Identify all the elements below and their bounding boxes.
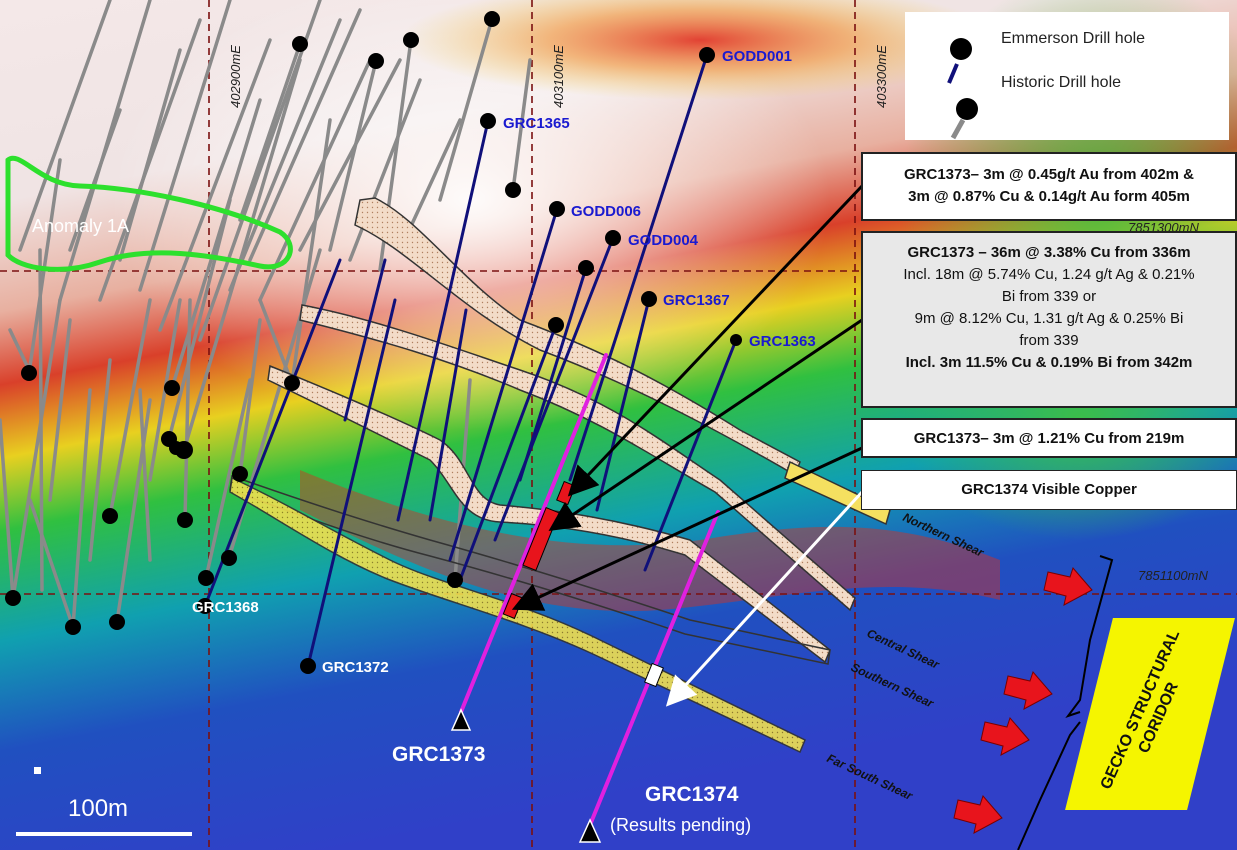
scale-dot [34, 767, 41, 774]
label-results-pending: (Results pending) [610, 815, 752, 835]
callout1-line2: 3m @ 0.87% Cu & 0.14g/t Au form 405m [908, 188, 1190, 205]
corridor-arrows [953, 567, 1093, 834]
callout-grc1374-visible-copper: GRC1374 Visible Copper [861, 470, 1237, 510]
drill-collars [5, 11, 742, 674]
callout-grc1373-219m: GRC1373– 3m @ 1.21% Cu from 219m [861, 418, 1237, 458]
label-grc1363: GRC1363 [749, 333, 816, 350]
southern-shear-band [229, 474, 831, 665]
emmerson-drill-traces [203, 53, 738, 668]
callout2-line2: Incl. 18m @ 5.74% Cu, 1.24 g/t Ag & 0.21… [903, 266, 1195, 283]
corridor-bracket-lower [1017, 721, 1081, 850]
label-godd001: GODD001 [722, 48, 792, 65]
legend-emmerson-label: Emmerson Drill hole [1001, 30, 1146, 47]
callout2-line5: from 339 [1019, 332, 1079, 349]
callout-grc1373-336m: GRC1373 – 36m @ 3.38% Cu from 336m Incl.… [861, 231, 1237, 408]
callout2-line1: GRC1373 – 36m @ 3.38% Cu from 336m [907, 244, 1191, 261]
label-godd006: GODD006 [571, 203, 641, 220]
callout4-text: GRC1374 Visible Copper [961, 481, 1137, 498]
callout-grc1373-402m: GRC1373– 3m @ 0.45g/t Au from 402m & 3m … [861, 152, 1237, 221]
legend-historic-label: Historic Drill hole [1001, 74, 1122, 91]
grid-label-7851100: 7851100mN [1138, 568, 1208, 583]
grc1374-collar-marker [578, 818, 602, 843]
emmerson-collar-icon [950, 38, 972, 60]
label-grc1374: GRC1374 [645, 783, 739, 806]
label-grc1373: GRC1373 [392, 743, 486, 766]
grid-label-403100: 403100mE [551, 45, 566, 108]
label-grc1365: GRC1365 [503, 115, 570, 132]
label-godd004: GODD004 [628, 232, 699, 249]
scale-label: 100m [68, 795, 129, 822]
far-south-shear-band [229, 476, 806, 754]
grid-label-402900: 402900mE [228, 45, 243, 108]
scale-line [16, 832, 192, 836]
emmerson-trace-icon [947, 63, 959, 84]
central-band-a [299, 304, 856, 612]
historic-collar-icon [956, 98, 978, 120]
callout2-line4: 9m @ 8.12% Cu, 1.31 g/t Ag & 0.25% Bi [914, 310, 1184, 327]
anomaly-1a-outline [5, 155, 293, 272]
callout3-text: GRC1373– 3m @ 1.21% Cu from 219m [913, 430, 1185, 447]
label-grc1372: GRC1372 [322, 659, 389, 676]
label-grc1367: GRC1367 [663, 292, 730, 309]
callout-arrows [511, 184, 864, 611]
visible-copper-arrow [665, 490, 864, 707]
anomaly-label: Anomaly 1A [32, 216, 129, 236]
grc1373-collar-marker [450, 708, 472, 731]
legend: Emmerson Drill hole Historic Drill hole [905, 12, 1229, 140]
label-grc1368: GRC1368 [192, 599, 259, 616]
callout2-line6: Incl. 3m 11.5% Cu & 0.19% Bi from 342m [905, 354, 1193, 371]
callout2-line3: Bi from 339 or [1001, 288, 1097, 305]
historic-trace-icon [950, 118, 966, 140]
corridor-label: GECKO STRUCTURAL CORIDOR [1097, 627, 1184, 792]
intercept-visible-copper [644, 662, 664, 688]
callout1-line1: GRC1373– 3m @ 0.45g/t Au from 402m & [903, 166, 1194, 183]
grid-label-403300: 403300mE [874, 45, 889, 108]
corridor-bracket-upper [1065, 555, 1114, 718]
